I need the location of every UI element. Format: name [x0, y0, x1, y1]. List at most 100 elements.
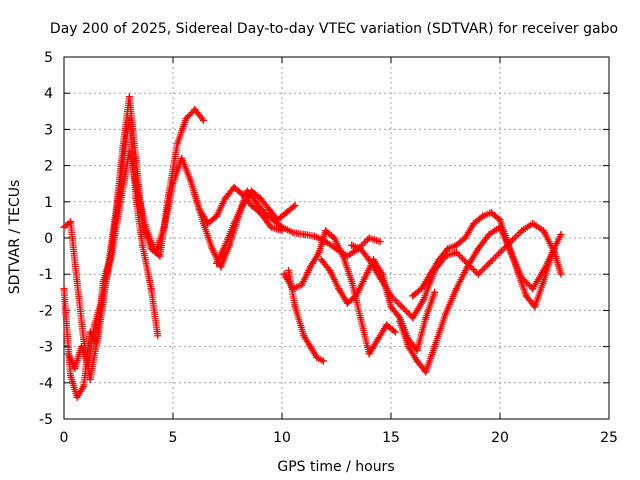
data-point — [485, 259, 493, 267]
data-point — [343, 299, 351, 307]
data-point — [387, 303, 395, 311]
data-point — [261, 209, 269, 217]
chart-title: Day 200 of 2025, Sidereal Day-to-day VTE… — [50, 21, 618, 37]
data-point — [291, 201, 299, 209]
data-point — [474, 245, 482, 253]
y-tick-label: 0 — [44, 231, 53, 247]
data-point — [420, 296, 428, 304]
data-point — [422, 314, 430, 322]
y-tick-label: 1 — [44, 195, 53, 211]
series-track-11 — [409, 209, 565, 311]
y-tick-label: 4 — [44, 86, 53, 102]
data-point — [60, 223, 68, 231]
data-point — [77, 343, 85, 351]
data-point — [306, 343, 314, 351]
data-point — [67, 218, 75, 226]
data-point — [125, 93, 133, 101]
data-point — [117, 198, 125, 206]
data-point — [461, 234, 469, 242]
data-point — [431, 343, 439, 351]
data-point — [298, 281, 306, 289]
data-point — [239, 201, 247, 209]
y-tick-label: -3 — [39, 340, 53, 356]
data-point — [285, 267, 293, 275]
data-point — [93, 339, 101, 347]
data-point — [557, 230, 565, 238]
data-point — [313, 353, 321, 361]
data-point — [267, 223, 275, 231]
data-point — [404, 343, 412, 351]
data-point — [365, 234, 373, 242]
data-point — [376, 274, 384, 282]
data-point — [330, 234, 338, 242]
x-tick-label: 5 — [169, 430, 178, 446]
data-point — [474, 270, 482, 278]
data-point — [383, 321, 391, 329]
data-point — [252, 198, 260, 206]
data-point — [138, 241, 146, 249]
data-point — [335, 285, 343, 293]
data-point — [213, 259, 221, 267]
data-point — [300, 332, 308, 340]
data-point — [221, 194, 229, 202]
data-point — [444, 245, 452, 253]
data-point — [409, 292, 417, 300]
data-point — [365, 350, 373, 358]
data-point — [73, 277, 81, 285]
data-point — [376, 238, 384, 246]
y-tick-label: -5 — [39, 412, 53, 428]
data-point — [319, 357, 327, 365]
data-point — [221, 241, 229, 249]
data-point — [132, 154, 140, 162]
data-point — [247, 201, 255, 209]
data-point — [191, 105, 199, 113]
data-point — [540, 227, 548, 235]
y-tick-label: -4 — [39, 376, 53, 392]
data-point — [306, 263, 314, 271]
data-point — [365, 256, 373, 264]
data-point — [186, 176, 194, 184]
data-point — [191, 191, 199, 199]
data-point — [182, 115, 190, 123]
data-point — [348, 241, 356, 249]
y-tick-label: -1 — [39, 267, 53, 283]
data-point — [463, 263, 471, 271]
data-point — [213, 212, 221, 220]
data-point — [125, 147, 133, 155]
data-point — [71, 364, 79, 372]
data-point — [387, 292, 395, 300]
data-point — [361, 274, 369, 282]
data-point — [315, 248, 323, 256]
data-point — [531, 303, 539, 311]
data-point — [513, 267, 521, 275]
data-point — [431, 288, 439, 296]
x-tick-label: 25 — [600, 430, 618, 446]
data-point — [339, 252, 347, 260]
data-point — [173, 140, 181, 148]
x-tick-label: 15 — [382, 430, 400, 446]
data-point — [152, 248, 160, 256]
y-tick-label: 2 — [44, 159, 53, 175]
data-point — [265, 205, 273, 213]
data-point — [160, 223, 168, 231]
data-point — [548, 248, 556, 256]
x-tick-label: 20 — [491, 430, 509, 446]
data-point — [522, 292, 530, 300]
data-point — [200, 116, 208, 124]
data-point — [374, 335, 382, 343]
data-point — [485, 230, 493, 238]
data-point — [496, 248, 504, 256]
y-tick-label: -2 — [39, 303, 53, 319]
data-point — [67, 372, 75, 380]
data-point — [413, 346, 421, 354]
x-axis-label: GPS time / hours — [277, 459, 394, 475]
data-point — [442, 310, 449, 318]
x-tick-label: 0 — [60, 430, 69, 446]
y-tick-label: 5 — [44, 50, 53, 66]
series-track-5 — [213, 187, 299, 267]
data-point — [143, 227, 151, 235]
data-point — [391, 328, 399, 336]
data-point — [282, 209, 290, 217]
data-point — [178, 154, 186, 162]
data-point — [208, 245, 216, 253]
